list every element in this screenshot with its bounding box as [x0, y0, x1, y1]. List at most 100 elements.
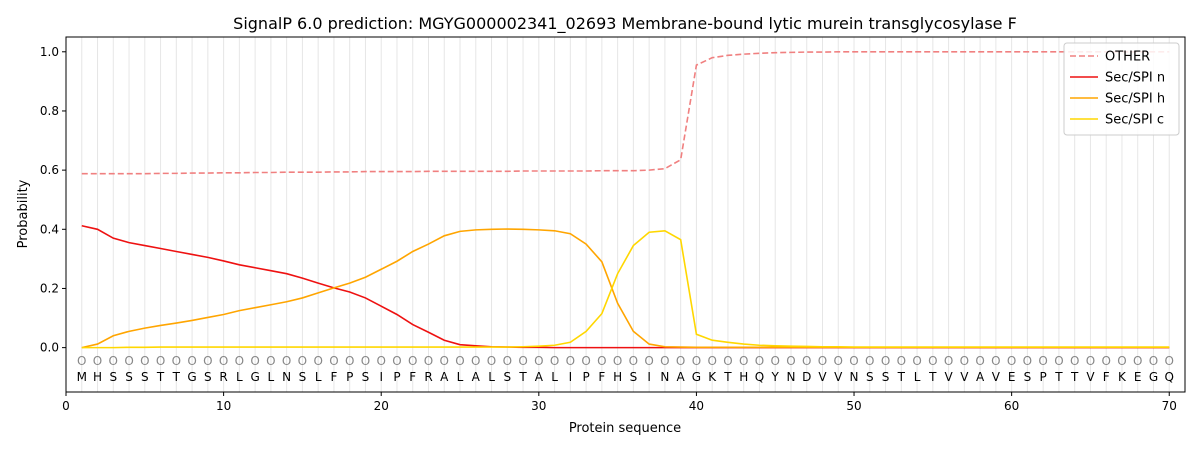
- legend-label: Sec/SPI c: [1105, 113, 1164, 128]
- residue-label: V: [944, 370, 953, 384]
- y-tick-label: 0.0: [40, 341, 59, 355]
- residue-label: P: [582, 370, 589, 384]
- residue-label: N: [660, 370, 669, 384]
- residue-label: R: [424, 370, 432, 384]
- residue-marker: O: [1070, 354, 1079, 368]
- residue-label: T: [518, 370, 527, 384]
- residue-marker: O: [818, 354, 827, 368]
- residue-marker: O: [676, 354, 685, 368]
- residue-label: N: [786, 370, 795, 384]
- residue-label: T: [897, 370, 906, 384]
- residue-marker: O: [392, 354, 401, 368]
- residue-label: T: [1070, 370, 1079, 384]
- residue-marker: O: [408, 354, 417, 368]
- residue-label: V: [960, 370, 969, 384]
- residue-marker: O: [786, 354, 795, 368]
- residue-label: S: [630, 370, 638, 384]
- residue-label: N: [282, 370, 291, 384]
- chart-title: SignalP 6.0 prediction: MGYG000002341_02…: [233, 14, 1017, 34]
- y-tick-label: 1.0: [40, 45, 59, 59]
- residue-marker: O: [219, 354, 228, 368]
- residue-marker: O: [140, 354, 149, 368]
- residue-marker: O: [361, 354, 370, 368]
- residue-label: M: [77, 370, 87, 384]
- residue-label: F: [1103, 370, 1110, 384]
- residue-label: A: [535, 370, 544, 384]
- residue-label: T: [1054, 370, 1063, 384]
- residue-marker: O: [376, 354, 385, 368]
- residue-label: G: [692, 370, 701, 384]
- y-tick-label: 0.2: [40, 281, 59, 295]
- x-tick-label: 60: [1004, 399, 1019, 413]
- residue-label: L: [457, 370, 464, 384]
- legend-label: OTHER: [1105, 50, 1150, 65]
- residue-marker: O: [1101, 354, 1110, 368]
- residue-label: Y: [771, 370, 780, 384]
- residue-marker: O: [1007, 354, 1016, 368]
- residue-marker: O: [471, 354, 480, 368]
- residue-label: Q: [755, 370, 764, 384]
- residue-label: V: [818, 370, 827, 384]
- residue-label: E: [1134, 370, 1142, 384]
- residue-marker: O: [629, 354, 638, 368]
- residue-label: T: [156, 370, 165, 384]
- residue-marker: O: [881, 354, 890, 368]
- residue-marker: O: [1038, 354, 1047, 368]
- residue-label: F: [598, 370, 605, 384]
- residue-marker: O: [487, 354, 496, 368]
- residue-marker: O: [723, 354, 732, 368]
- residue-label: R: [219, 370, 227, 384]
- residue-marker: O: [77, 354, 86, 368]
- x-tick-label: 70: [1162, 399, 1177, 413]
- residue-label: I: [647, 370, 651, 384]
- residue-label: S: [141, 370, 149, 384]
- x-tick-label: 40: [689, 399, 704, 413]
- residue-label: T: [723, 370, 732, 384]
- residue-label: S: [362, 370, 370, 384]
- residue-marker: O: [802, 354, 811, 368]
- residue-marker: O: [124, 354, 133, 368]
- residue-marker: O: [1165, 354, 1174, 368]
- residue-marker: O: [912, 354, 921, 368]
- residue-marker: O: [203, 354, 212, 368]
- residue-marker: O: [518, 354, 527, 368]
- residue-marker: O: [282, 354, 291, 368]
- residue-marker: O: [613, 354, 622, 368]
- residue-label: P: [1040, 370, 1047, 384]
- residue-marker: O: [455, 354, 464, 368]
- residue-marker: O: [865, 354, 874, 368]
- residue-label: V: [992, 370, 1001, 384]
- residue-marker: O: [1117, 354, 1126, 368]
- axis-layer: 0 10 20 30 40 50 60 70 0.0 0.2 0.4 0.6 0.8 1.0: [40, 45, 1177, 413]
- y-tick-label: 0.6: [40, 163, 59, 177]
- residue-marker: O: [1023, 354, 1032, 368]
- residue-marker: O: [298, 354, 307, 368]
- residue-label: L: [914, 370, 921, 384]
- residue-label: F: [330, 370, 337, 384]
- residue-label: A: [440, 370, 449, 384]
- residue-marker: O: [1054, 354, 1063, 368]
- residue-marker: O: [755, 354, 764, 368]
- residue-marker: O: [975, 354, 984, 368]
- residue-label: L: [551, 370, 558, 384]
- residue-label: T: [172, 370, 181, 384]
- plot-frame: [65, 36, 1186, 393]
- residue-label: P: [393, 370, 400, 384]
- residue-label: P: [346, 370, 353, 384]
- residue-label: I: [569, 370, 573, 384]
- residue-marker: O: [235, 354, 244, 368]
- residue-marker: O: [581, 354, 590, 368]
- y-tick-label: 0.4: [40, 222, 59, 236]
- x-tick-label: 50: [846, 399, 861, 413]
- residue-marker: O: [991, 354, 1000, 368]
- residue-label: N: [850, 370, 859, 384]
- residue-label: E: [1008, 370, 1016, 384]
- residue-label: V: [1086, 370, 1095, 384]
- grid-layer: [81, 37, 1170, 392]
- residue-marker: O: [692, 354, 701, 368]
- residue-marker: O: [707, 354, 716, 368]
- x-axis-label: Protein sequence: [569, 421, 681, 436]
- residue-marker: O: [187, 354, 196, 368]
- residue-label: S: [204, 370, 212, 384]
